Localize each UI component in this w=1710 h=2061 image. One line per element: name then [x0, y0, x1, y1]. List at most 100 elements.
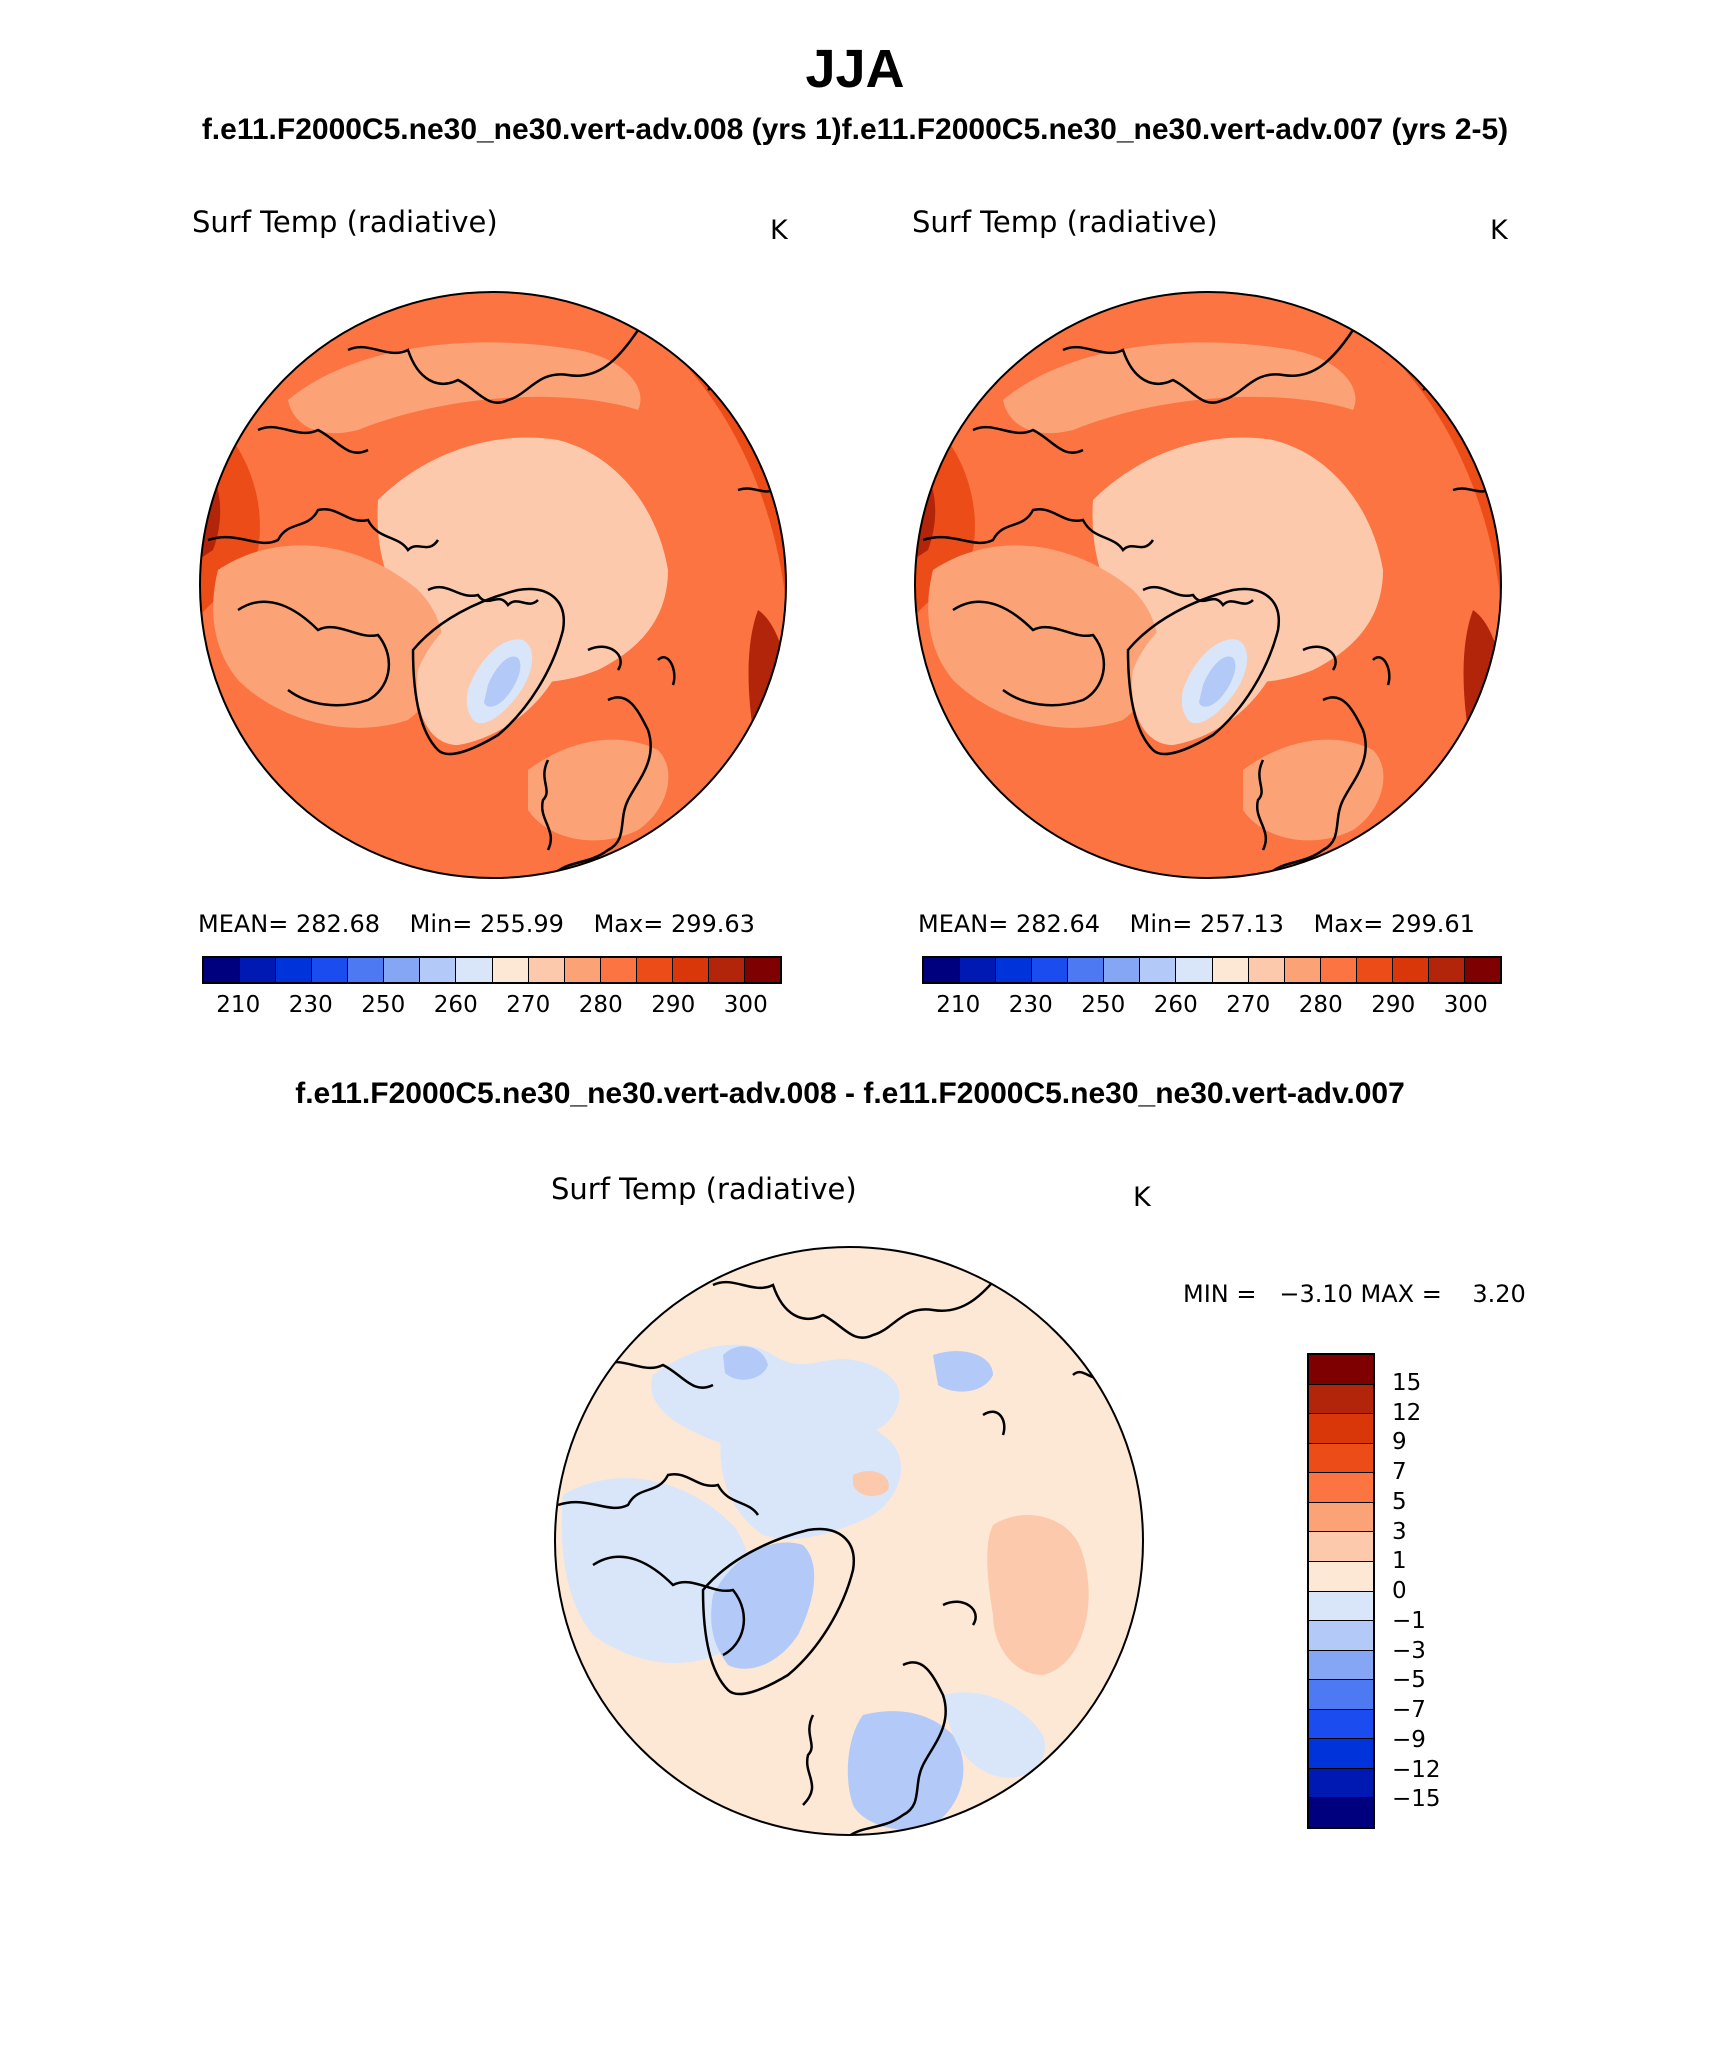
diff-colorbar-swatch [1309, 1473, 1373, 1503]
left-polar-map [199, 291, 787, 879]
diff-warm-center [853, 1470, 889, 1497]
left-min-value: 255.99 [479, 910, 564, 938]
diff-colorbar-tick-label: −9 [1392, 1726, 1426, 1753]
case-subtitle: f.e11.F2000C5.ne30_ne30.vert-adv.008 (yr… [201, 113, 1509, 146]
left-colorbar-swatch [204, 958, 241, 982]
right-greenland-peak [1199, 656, 1236, 707]
diff-colorbar-tick-label: −12 [1392, 1756, 1441, 1783]
diff-colorbar-tick-label: −3 [1392, 1637, 1426, 1664]
left-colorbar-swatch [420, 958, 457, 982]
left-hot-spot-east [748, 610, 786, 770]
diff-colorbar-swatch [1309, 1621, 1373, 1651]
diff-south-cool [943, 1692, 1045, 1778]
diff-colorbar-tick-label: 3 [1392, 1518, 1407, 1545]
left-colorbar-swatch [456, 958, 493, 982]
diff-colorbar-swatch [1309, 1561, 1373, 1592]
right-colorbar-swatch [1392, 958, 1429, 982]
right-colorbar-swatch [1212, 958, 1249, 982]
difference-title: f.e11.F2000C5.ne30_ne30.vert-adv.008 - f… [295, 1077, 1405, 1110]
left-colorbar-swatch [744, 958, 780, 982]
left-mean-value: 282.68 [296, 910, 380, 938]
left-cool-band-north [288, 342, 641, 434]
left-colorbar-tick-label: 290 [651, 992, 696, 1018]
left-colorbar-ticks: 210 230 250 260 270 280 290 300 [202, 992, 782, 1022]
left-colorbar-tick-label: 230 [288, 992, 333, 1018]
left-colorbar-swatch [384, 958, 421, 982]
diff-cool-northeast [933, 1351, 993, 1392]
left-colorbar-swatch [600, 958, 637, 982]
diff-colorbar-swatch [1309, 1798, 1373, 1827]
right-stats: MEAN= 282.64 Min= 257.13 Max= 299.61 [918, 910, 1497, 938]
right-min-value: 257.13 [1199, 910, 1284, 938]
diff-colorbar-tick-label: 15 [1392, 1369, 1422, 1396]
diff-europe-cool [847, 1711, 964, 1830]
left-colorbar-swatch [312, 958, 349, 982]
diff-colorbar-tick-label: 9 [1392, 1429, 1407, 1456]
diff-colorbar-tick-label: −5 [1392, 1667, 1426, 1694]
diff-colorbar-swatch [1309, 1739, 1373, 1769]
left-colorbar-tick-label: 270 [506, 992, 551, 1018]
left-colorbar-tick-label: 250 [361, 992, 406, 1018]
right-units-label: K [1490, 215, 1508, 246]
diff-colorbar-tick-label: −15 [1392, 1786, 1441, 1813]
diff-colorbar [1307, 1353, 1375, 1829]
right-max-label: Max= [1313, 910, 1384, 938]
diff-colorbar-swatch [1309, 1355, 1373, 1385]
right-colorbar-swatch [1284, 958, 1321, 982]
diff-colorbar-tick-label: −1 [1392, 1607, 1426, 1634]
right-colorbar-tick-label: 260 [1153, 992, 1198, 1018]
diff-colorbar-tick-label: 7 [1392, 1459, 1407, 1485]
diff-minmax: MIN = −3.10 MAX = 3.20 [1183, 1280, 1526, 1308]
left-europe-cool [528, 739, 669, 841]
diff-colorbar-swatch [1309, 1591, 1373, 1622]
left-colorbar-tick-label: 210 [216, 992, 261, 1018]
left-greenland-peak [484, 656, 521, 707]
left-arctic-ocean [377, 437, 668, 683]
right-colorbar-swatch [1068, 958, 1105, 982]
diff-warm-east [987, 1515, 1089, 1675]
right-colorbar-swatch [1248, 958, 1285, 982]
diff-colorbar-swatch [1309, 1680, 1373, 1710]
right-europe-cool [1243, 739, 1384, 841]
left-min-label: Min= [409, 910, 473, 938]
diff-units-label: K [1133, 1182, 1151, 1213]
diff-colorbar-swatch [1309, 1443, 1373, 1474]
right-max-value: 299.61 [1390, 910, 1475, 938]
right-colorbar-swatch [924, 958, 961, 982]
left-colorbar-swatch [492, 958, 529, 982]
left-colorbar-swatch [564, 958, 601, 982]
diff-cool-north-strong [723, 1346, 768, 1380]
left-colorbar-swatch [672, 958, 709, 982]
right-colorbar-tick-label: 270 [1226, 992, 1271, 1018]
diff-colorbar-tick-label: 1 [1392, 1548, 1407, 1575]
right-colorbar-swatch [1356, 958, 1393, 982]
right-colorbar-tick-label: 230 [1008, 992, 1053, 1018]
left-units-label: K [770, 215, 788, 246]
right-colorbar-swatch [1140, 958, 1177, 982]
right-colorbar-swatch [1320, 958, 1357, 982]
right-variable-label: Surf Temp (radiative) [912, 205, 1218, 239]
left-colorbar-swatch [240, 958, 277, 982]
right-mean-value: 282.64 [1016, 910, 1100, 938]
left-colorbar [202, 956, 782, 984]
diff-colorbar-swatch [1309, 1532, 1373, 1562]
right-colorbar-swatch [996, 958, 1033, 982]
right-colorbar-tick-label: 300 [1443, 992, 1488, 1018]
left-variable-label: Surf Temp (radiative) [192, 205, 498, 239]
left-colorbar-tick-label: 300 [723, 992, 768, 1018]
left-stats: MEAN= 282.68 Min= 255.99 Max= 299.63 [198, 910, 777, 938]
right-colorbar-swatch [1176, 958, 1213, 982]
left-colorbar-swatch [348, 958, 385, 982]
right-colorbar-swatch [1032, 958, 1069, 982]
left-mean-label: MEAN= [198, 910, 289, 938]
diff-variable-label: Surf Temp (radiative) [551, 1172, 857, 1206]
left-colorbar-swatch [276, 958, 313, 982]
right-min-label: Min= [1129, 910, 1193, 938]
right-arctic-ocean [1092, 437, 1383, 683]
right-colorbar [922, 956, 1502, 984]
right-colorbar-swatch [1104, 958, 1141, 982]
left-colorbar-tick-label: 280 [578, 992, 623, 1018]
diff-colorbar-swatch [1309, 1768, 1373, 1799]
diff-arctic-cool [720, 1406, 902, 1539]
diff-colorbar-swatch [1309, 1384, 1373, 1415]
